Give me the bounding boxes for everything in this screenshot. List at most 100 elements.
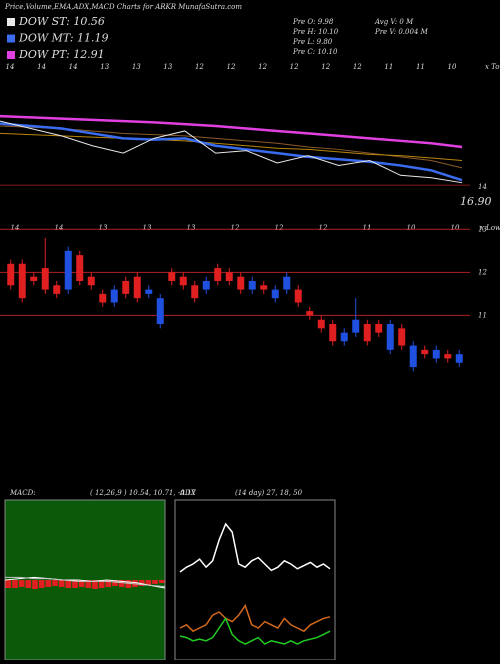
date-label: 12 [227,63,236,71]
candle-body [340,332,348,342]
series-line [0,132,463,162]
candle-body [225,272,233,281]
histogram-bar [5,580,12,588]
candle-body [191,285,199,299]
legend-swatch [7,34,15,43]
candle-body [18,263,26,299]
candle-body [76,255,84,281]
candle-body [283,276,291,290]
candle-body [122,280,130,294]
date-label: 12 [353,63,362,71]
candle-body [386,324,394,350]
series-line [0,114,463,149]
histogram-bar [32,580,38,589]
stat: Pre H: 10.10 [292,28,339,36]
series-line [0,122,463,182]
candle-body [294,289,302,303]
candle-body [87,276,95,286]
histogram-bar [98,580,105,588]
candle-body [99,293,107,303]
date-label: 14 [55,224,64,232]
date-label: 10 [448,63,457,71]
panel-label: ADX [179,489,197,497]
date-label: 12 [231,224,240,232]
candle-body [375,324,383,333]
date-label: 13 [132,63,141,71]
histogram-bar [145,580,152,585]
candle-body [248,280,256,290]
candle-body [237,276,245,290]
annotation: 16.90 [460,195,492,208]
candle-body [110,289,118,303]
series-line [4,576,166,589]
candle-body [156,298,164,325]
stat: Pre C: 10.10 [292,48,338,56]
histogram-bar [58,580,65,587]
histogram-bar [65,580,72,588]
candle-body [7,263,15,286]
histogram-bar [105,580,112,587]
histogram-bar [78,580,85,587]
series-line [0,120,463,184]
date-label: 14 [6,63,15,71]
candle-body [30,276,38,281]
histogram-bar [125,580,132,588]
candle-body [329,324,337,342]
stat: Pre V: 0.004 M [374,28,429,36]
histogram-bar [25,580,32,588]
legend-swatch [7,18,15,26]
candle-body [444,354,452,359]
panel-label: MACD: [9,489,36,497]
date-label: 13 [143,224,152,232]
candle-body [271,289,279,299]
candle-body [432,349,440,359]
histogram-bar [18,580,25,587]
histogram-bar [38,580,45,588]
date-label: 13 [100,63,109,71]
candle-body [260,285,268,290]
panel-bg [4,499,166,661]
histogram-bar [118,580,125,587]
candle-body [306,311,314,316]
candle-body [168,272,176,281]
stat: Avg V: 0 M [374,18,414,26]
candle-body [64,250,72,290]
date-label: 13 [163,63,172,71]
stat: Pre O: 9.98 [292,18,334,26]
histogram-bar [45,580,52,587]
histogram-bar [92,580,98,589]
date-label: 12 [195,63,204,71]
date-label: 11 [363,224,372,232]
candle-body [214,268,222,281]
date-label: 14 [69,63,78,71]
histogram-bar [72,580,78,588]
histogram-bar [112,580,118,586]
panel-params: ( 12,26,9 ) 10.54, 10.71, -0.17 [90,489,196,497]
legend-label: DOW PT: 12.91 [18,48,105,61]
histogram-bar [138,580,145,586]
series-line [5,576,166,588]
date-label: 12 [290,63,299,71]
series-line [179,616,331,645]
date-label: 12 [321,63,330,71]
candle-body [179,276,187,286]
date-label: 12 [319,224,328,232]
panel-params: (14 day) 27, 18, 50 [235,489,303,497]
date-label: 11 [416,63,425,71]
candle-body [409,345,417,368]
page-title: Price,Volume,EMA,ADX,MACD Charts for ARK… [4,3,242,11]
candle-body [363,324,371,342]
candle-body [145,289,153,294]
histogram-bar [152,580,158,584]
corner-label: x Lowes [480,224,500,232]
candle-body [202,280,210,290]
candle-body [133,276,141,299]
series-line [179,522,331,573]
candle-body [53,285,61,294]
histogram-bar [12,580,18,588]
candle-body [317,319,325,329]
stat: Pre L: 9.80 [292,38,333,46]
candle-body [352,319,360,333]
date-label: 13 [99,224,108,232]
